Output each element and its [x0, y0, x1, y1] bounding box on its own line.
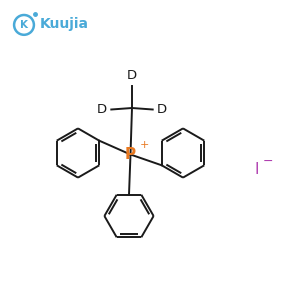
Text: Kuujia: Kuujia — [39, 17, 88, 31]
Text: D: D — [127, 69, 137, 82]
Text: D: D — [157, 103, 167, 116]
Text: D: D — [97, 103, 107, 116]
Text: K: K — [20, 20, 28, 30]
Text: P: P — [125, 147, 136, 162]
Text: −: − — [263, 154, 273, 168]
Text: +: + — [140, 140, 150, 151]
Text: I: I — [254, 162, 259, 177]
